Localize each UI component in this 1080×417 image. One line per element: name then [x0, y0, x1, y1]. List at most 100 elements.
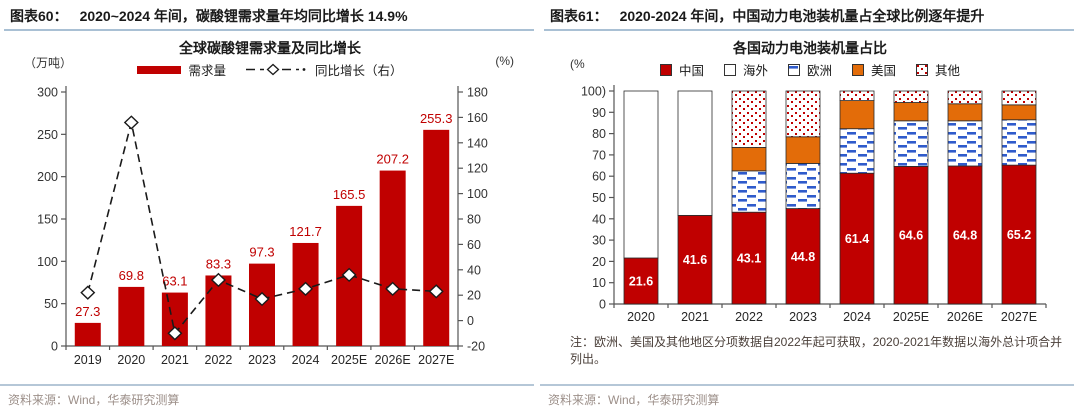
header-rule [544, 29, 1074, 31]
left-axis-unit: （万吨） [24, 56, 73, 70]
china-share-label: 64.6 [899, 229, 923, 243]
right-axis-tick: 160 [467, 111, 488, 125]
segment-2027E [1001, 164, 1037, 305]
segment-2022 [731, 90, 767, 148]
y-axis-tick: 40 [592, 212, 606, 226]
right-axis-tick: 80 [467, 213, 481, 227]
right-axis-tick: 60 [467, 238, 481, 252]
legend-label: 其他 [935, 64, 961, 78]
x-axis-label: 2022 [205, 353, 233, 367]
header-rule [4, 29, 534, 31]
right-axis-tick: 180 [467, 86, 488, 100]
china-share-label: 61.4 [845, 232, 869, 246]
diamond-marker-2022 [210, 272, 226, 288]
bar-2019 [74, 322, 101, 346]
right-axis-unit: (%) [495, 54, 514, 68]
y-axis-tick: 70 [592, 148, 606, 162]
segment-2022 [731, 147, 767, 172]
diamond-marker-2021 [167, 326, 183, 341]
bar-value-label: 83.3 [206, 256, 231, 271]
segment-2026E [947, 120, 983, 167]
source-text: 资料来源：Wind，华泰研究测算 [548, 393, 720, 407]
segment-2024 [839, 172, 875, 305]
legend-label: 需求量 [188, 64, 226, 78]
legend-item-1: 海外 [723, 60, 768, 79]
diamond-marker-2027E [428, 284, 444, 299]
segment-2021 [677, 90, 713, 216]
source-rule [540, 384, 1074, 386]
legend-item-yoy: 同比增长（右） [246, 60, 403, 79]
segment-2024 [839, 90, 875, 101]
legend: 中国 海外 欧洲 美国 其他 [540, 60, 1080, 79]
right-axis-tick: 120 [467, 162, 488, 176]
right-axis-tick: 0 [467, 314, 474, 328]
y-axis-tick: 90 [592, 106, 606, 120]
y-axis-tick: 0 [599, 298, 606, 312]
segment-2023 [785, 136, 821, 164]
segment-2025E [893, 120, 929, 167]
right-axis-tick: 40 [467, 263, 481, 277]
segment-2027E [1001, 119, 1037, 166]
segment-2025E [893, 102, 929, 122]
y-axis-tick: 100) [581, 85, 606, 99]
diamond-marker-2020 [123, 115, 139, 130]
source-text: 资料来源：Wind，华泰研究测算 [8, 393, 180, 407]
x-axis-label: 2023 [248, 353, 276, 367]
bar-value-label: 97.3 [249, 245, 274, 260]
china-share-label: 41.6 [683, 253, 707, 267]
y-axis-tick: 30 [592, 234, 606, 248]
x-axis-label: 2020 [627, 310, 655, 324]
chart-title: 全球碳酸锂需求量及同比增长 [179, 40, 361, 56]
legend-item-4: 其他 [916, 60, 960, 79]
left-axis-tick: 250 [37, 128, 58, 142]
x-axis-label: 2025E [331, 353, 367, 367]
segment-2021 [677, 214, 713, 305]
stacked-bars: 21.6 41.6 43.1 44.8 61.4 64.6 64.8 65.2 [623, 90, 1037, 305]
bar-2022 [205, 275, 232, 346]
left-axis-tick: 200 [37, 170, 58, 184]
segment-2024 [839, 100, 875, 130]
china-share-label: 21.6 [629, 274, 653, 288]
bar-value-label: 69.8 [119, 268, 144, 283]
x-axis-label: 2022 [735, 310, 763, 324]
left-axis-tick: 300 [37, 86, 58, 100]
legend-label: 中国 [678, 64, 704, 78]
bar-value-label: 27.3 [75, 304, 100, 319]
segment-2025E [893, 166, 929, 305]
legend-label: 欧洲 [806, 64, 832, 78]
legend-item-3: 美国 [852, 60, 896, 79]
figure-title: 2020-2024 年间，中国动力电池装机量占全球比例逐年提升 [619, 8, 985, 24]
diamond-marker-2026E [385, 281, 401, 297]
segment-2026E [947, 165, 983, 305]
source-rule [0, 384, 534, 386]
legend-swatch-icon [659, 63, 672, 76]
bar-value-label: 255.3 [420, 111, 453, 126]
segment-2025E [893, 90, 929, 103]
legend-item-2: 欧洲 [787, 60, 832, 79]
china-share-label: 44.8 [791, 250, 815, 264]
bar-value-label: 121.7 [289, 224, 322, 239]
y-axis-tick: 20 [592, 255, 606, 269]
segment-2022 [731, 170, 767, 213]
segment-2026E [947, 90, 983, 105]
x-axis-label: 2026E [947, 310, 983, 324]
bar-2020 [118, 286, 145, 346]
figure-60-panel: 图表60： 2020~2024 年间，碳酸锂需求量年均同比增长 14.9% 全球碳… [0, 6, 534, 407]
diamond-marker-2023 [254, 291, 270, 307]
x-axis-label: 2021 [681, 310, 709, 324]
y-axis-tick: 60 [592, 170, 606, 184]
figure-61-header: 图表61： 2020-2024 年间，中国动力电池装机量占全球比例逐年提升 [550, 6, 1072, 26]
figure-title: 2020~2024 年间，碳酸锂需求量年均同比增长 14.9% [79, 8, 408, 24]
figure-60-header: 图表60： 2020~2024 年间，碳酸锂需求量年均同比增长 14.9% [10, 6, 532, 26]
legend-swatch-icon [787, 63, 800, 76]
x-axis-label: 2024 [843, 310, 871, 324]
china-share-label: 43.1 [737, 252, 761, 266]
legend-label: 美国 [871, 64, 897, 78]
left-axis-tick: 100 [37, 255, 58, 269]
diamond-marker-2025E [341, 267, 357, 283]
right-axis-tick: 100 [467, 187, 488, 201]
bar-value-label: 63.1 [162, 274, 187, 289]
x-axis-label: 2027E [1001, 310, 1037, 324]
china-share-label: 65.2 [1007, 228, 1031, 242]
y-axis-tick: 80 [592, 127, 606, 141]
